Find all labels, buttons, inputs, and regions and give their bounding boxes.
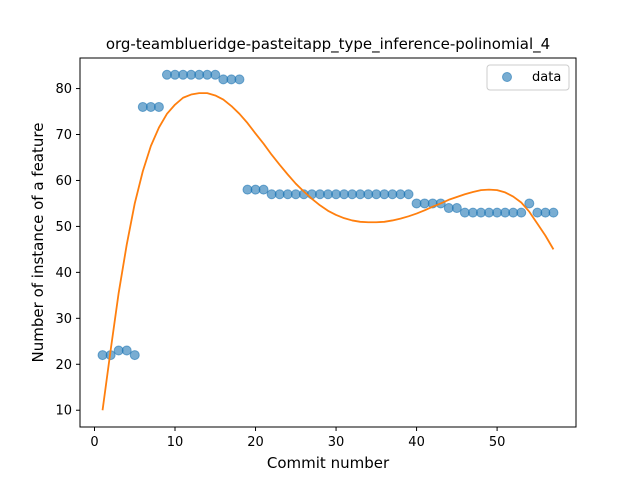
- y-tick-label: 50: [55, 220, 72, 235]
- data-point: [153, 101, 164, 112]
- data-point: [234, 74, 245, 85]
- data-point: [210, 69, 221, 80]
- plot-area: [79, 57, 577, 428]
- y-tick-label: 20: [55, 358, 72, 373]
- data-point: [403, 189, 414, 200]
- x-tick-label: 50: [489, 435, 506, 450]
- x-tick-label: 30: [328, 435, 345, 450]
- y-tick-label: 60: [55, 174, 72, 189]
- x-tick-label: 10: [167, 435, 184, 450]
- data-point: [516, 207, 527, 218]
- plot-background: [80, 58, 576, 427]
- legend: data: [486, 64, 570, 91]
- y-tick-label: 70: [55, 128, 72, 143]
- y-axis-ticks: 10 20 30 40 50 60 70 80: [55, 82, 80, 419]
- chart-title: org-teamblueridge-pasteitapp_type_infere…: [106, 35, 550, 54]
- fit-line-group: [101, 92, 555, 411]
- x-tick-label: 40: [408, 435, 425, 450]
- y-tick-label: 40: [55, 266, 72, 281]
- data-point: [524, 198, 535, 209]
- y-tick-label: 80: [55, 82, 72, 97]
- legend-box: [486, 64, 570, 91]
- x-axis-label: Commit number: [267, 454, 390, 472]
- fit-line: [101, 92, 555, 411]
- data-point: [129, 350, 140, 361]
- x-tick-label: 20: [247, 435, 264, 450]
- data-point: [258, 184, 269, 195]
- data-point: [548, 207, 559, 218]
- plot-frame: [79, 57, 577, 428]
- x-axis-ticks: 0 10 20 30 40 50: [90, 427, 505, 450]
- legend-marker-data: [502, 72, 512, 82]
- legend-label-data: data: [532, 70, 561, 85]
- y-tick-label: 30: [55, 312, 72, 327]
- x-tick-label: 0: [90, 435, 98, 450]
- y-axis-label: Number of instance of a feature: [29, 123, 47, 363]
- data-point: [451, 203, 462, 214]
- data-point: [121, 345, 132, 356]
- y-tick-label: 10: [55, 404, 72, 419]
- data-points: [97, 69, 559, 361]
